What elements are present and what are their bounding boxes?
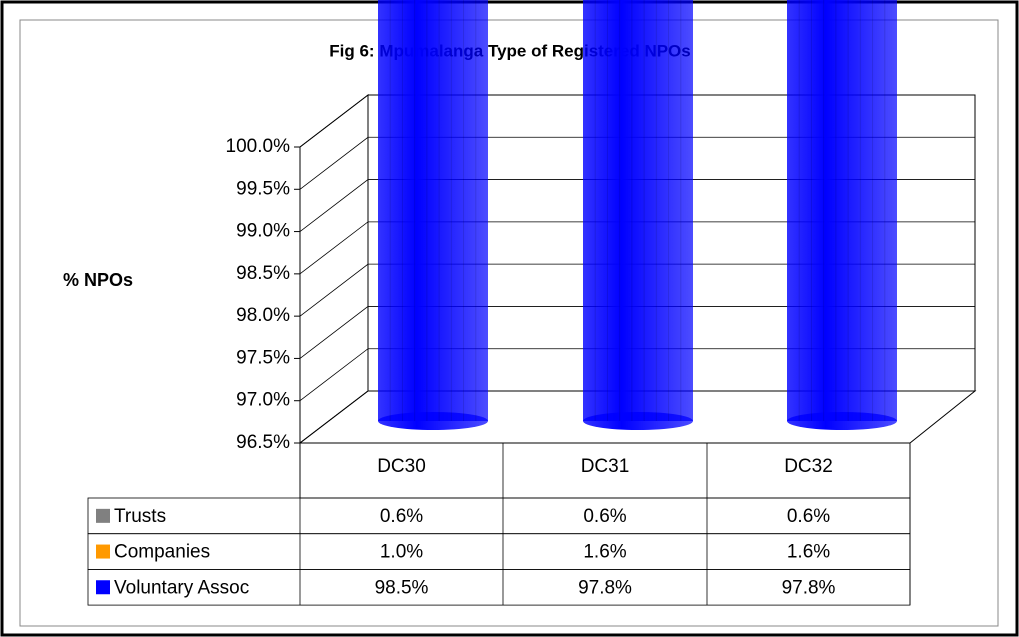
grid-line [299, 263, 975, 317]
grid-line [299, 390, 975, 444]
legend-label: Companies [114, 542, 210, 563]
grid-line [299, 348, 975, 402]
table-row [87, 569, 911, 606]
table-value: 1.6% [583, 542, 626, 563]
side-wall [299, 93, 369, 445]
legend-label: Trusts [114, 506, 166, 527]
grid-line [299, 136, 975, 190]
y-tick-label: 99.5% [236, 178, 290, 199]
legend-swatch [96, 508, 110, 523]
legend-swatch [96, 580, 110, 595]
y-tick-label: 97.5% [236, 347, 290, 368]
table-value: 97.8% [578, 577, 632, 598]
table-value: 1.6% [787, 542, 830, 563]
grid-line [299, 179, 975, 232]
y-tick-label: 96.5% [236, 432, 290, 453]
bar [583, 0, 693, 421]
grid-line [299, 306, 975, 359]
y-axis-label: % NPOs [63, 270, 133, 290]
grid-line [299, 94, 975, 148]
table-value: 97.8% [782, 577, 836, 598]
bar [378, 0, 488, 422]
table-value: 98.5% [375, 577, 429, 598]
table-value: 1.0% [380, 542, 423, 563]
y-tick-label: 100.0% [226, 136, 291, 157]
x-tick-label: DC30 [377, 456, 426, 477]
y-tick-label: 98.5% [236, 263, 290, 284]
y-tick-label: 99.0% [236, 221, 290, 242]
table-value: 0.6% [787, 506, 830, 527]
table-value: 0.6% [583, 506, 626, 527]
x-tick-label: DC32 [784, 456, 833, 477]
legend-swatch [96, 544, 110, 559]
legend-label: Voluntary Assoc [114, 577, 249, 598]
x-tick-label: DC31 [581, 456, 630, 477]
y-tick-label: 97.0% [236, 390, 290, 411]
table-value: 0.6% [380, 506, 423, 527]
y-tick-label: 98.0% [236, 305, 290, 326]
grid-line [299, 221, 975, 275]
bar [787, 0, 897, 421]
